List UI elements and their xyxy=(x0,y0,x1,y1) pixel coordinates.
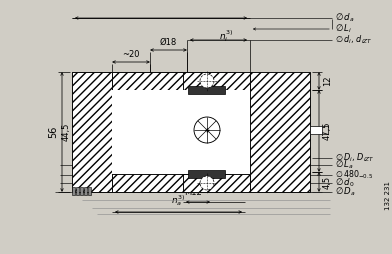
Text: M12: M12 xyxy=(184,188,202,197)
Polygon shape xyxy=(80,187,83,195)
Polygon shape xyxy=(250,72,310,192)
Polygon shape xyxy=(183,72,250,90)
Text: ~20: ~20 xyxy=(122,50,140,59)
Text: $n_a^{3)}$: $n_a^{3)}$ xyxy=(171,193,185,208)
Circle shape xyxy=(200,176,214,190)
Polygon shape xyxy=(310,126,322,134)
Text: 4,5: 4,5 xyxy=(323,176,332,188)
Polygon shape xyxy=(183,174,250,192)
Polygon shape xyxy=(112,174,230,192)
Polygon shape xyxy=(188,170,225,178)
Polygon shape xyxy=(188,86,225,94)
Polygon shape xyxy=(112,90,230,174)
Polygon shape xyxy=(72,72,112,192)
Text: Ø18: Ø18 xyxy=(160,38,177,47)
Text: $\varnothing\,d_i,\,d_{iZT}$: $\varnothing\,d_i,\,d_{iZT}$ xyxy=(335,34,372,46)
Circle shape xyxy=(191,114,223,146)
Polygon shape xyxy=(76,187,79,195)
Circle shape xyxy=(194,117,220,143)
Polygon shape xyxy=(72,72,230,157)
Text: 47,5: 47,5 xyxy=(323,122,332,140)
Text: $\varnothing\,D_i,\,D_{iZT}$: $\varnothing\,D_i,\,D_{iZT}$ xyxy=(335,152,375,164)
Text: 20: 20 xyxy=(95,144,104,154)
Text: $\varnothing\,d_0$: $\varnothing\,d_0$ xyxy=(335,177,355,189)
Text: $\varnothing\,L_a$: $\varnothing\,L_a$ xyxy=(335,159,354,171)
Text: $\varnothing\,d_a$: $\varnothing\,d_a$ xyxy=(335,12,355,24)
Text: 132 231: 132 231 xyxy=(385,181,391,210)
Text: 56: 56 xyxy=(48,126,58,138)
Polygon shape xyxy=(84,187,87,195)
Text: 44,5: 44,5 xyxy=(62,123,71,141)
Text: 12: 12 xyxy=(323,76,332,86)
Polygon shape xyxy=(112,72,230,90)
Polygon shape xyxy=(72,187,75,195)
Text: 40: 40 xyxy=(78,127,87,137)
Polygon shape xyxy=(183,90,250,174)
Text: $\varnothing\,L_i$: $\varnothing\,L_i$ xyxy=(335,23,352,35)
Polygon shape xyxy=(88,187,91,195)
Text: $\varnothing\,D_a$: $\varnothing\,D_a$ xyxy=(335,186,356,198)
Text: $\varnothing\,480_{-0.5}$: $\varnothing\,480_{-0.5}$ xyxy=(335,169,373,181)
Text: $n_i^{3)}$: $n_i^{3)}$ xyxy=(220,28,234,44)
Circle shape xyxy=(200,74,214,88)
